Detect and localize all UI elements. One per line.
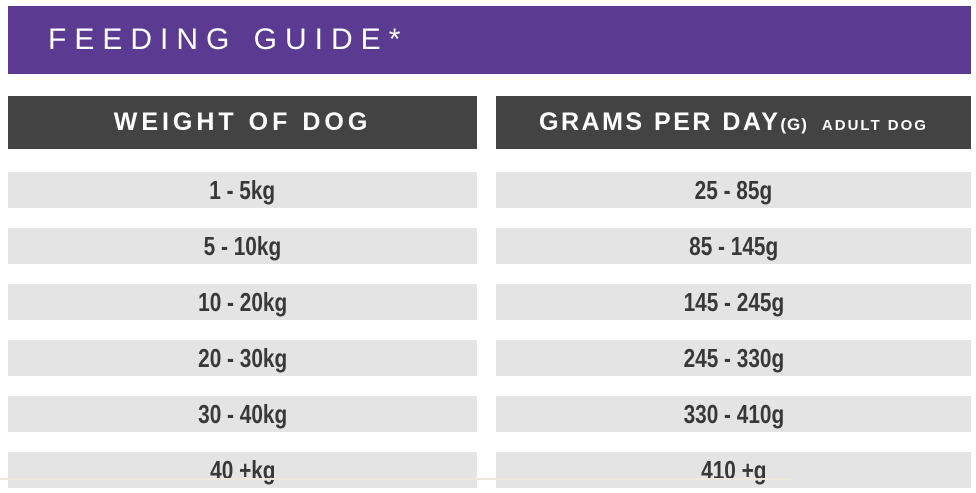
weight-cell: 20 - 30kg: [8, 340, 477, 376]
weight-value: 30 - 40kg: [197, 398, 288, 429]
grams-cell: 145 - 245g: [496, 284, 971, 320]
grams-value: 245 - 330g: [683, 342, 784, 373]
table-header-row: WEIGHT OF DOG GRAMS PER DAY (G) ADULT DO…: [8, 96, 971, 149]
grams-value: 330 - 410g: [683, 398, 784, 429]
weight-cell: 30 - 40kg: [8, 396, 477, 432]
table-row: 20 - 30kg 245 - 330g: [8, 340, 971, 376]
table-row: 1 - 5kg 25 - 85g: [8, 172, 971, 208]
table-row: 5 - 10kg 85 - 145g: [8, 228, 971, 264]
weight-value: 1 - 5kg: [209, 174, 276, 205]
weight-cell: 40 +kg: [8, 452, 477, 488]
grams-cell: 85 - 145g: [496, 228, 971, 264]
column-header-grams-label: GRAMS PER DAY: [539, 108, 781, 136]
table-row: 30 - 40kg 330 - 410g: [8, 396, 971, 432]
grams-cell: 25 - 85g: [496, 172, 971, 208]
grams-value: 85 - 145g: [688, 230, 779, 261]
weight-cell: 5 - 10kg: [8, 228, 477, 264]
table-body: 1 - 5kg 25 - 85g 5 - 10kg 85 - 145g 10 -…: [8, 172, 971, 488]
weight-cell: 1 - 5kg: [8, 172, 477, 208]
column-header-weight: WEIGHT OF DOG: [8, 96, 477, 149]
grams-value: 145 - 245g: [683, 286, 784, 317]
weight-value: 20 - 30kg: [197, 342, 288, 373]
page-edge-line: [0, 478, 792, 480]
grams-value: 410 +g: [700, 454, 767, 485]
weight-cell: 10 - 20kg: [8, 284, 477, 320]
column-header-grams-audience: ADULT DOG: [821, 117, 928, 134]
page-title: FEEDING GUIDE*: [48, 23, 409, 56]
weight-value: 5 - 10kg: [203, 230, 282, 261]
feeding-guide-banner: FEEDING GUIDE*: [8, 6, 971, 74]
grams-cell: 245 - 330g: [496, 340, 971, 376]
grams-value: 25 - 85g: [694, 174, 773, 205]
column-header-grams-unit: (G): [780, 115, 808, 134]
column-header-grams-group: GRAMS PER DAY (G) ADULT DOG: [539, 108, 928, 137]
weight-value: 40 +kg: [209, 454, 276, 485]
weight-value: 10 - 20kg: [197, 286, 288, 317]
table-row: 40 +kg 410 +g: [8, 452, 971, 488]
column-header-weight-label: WEIGHT OF DOG: [113, 108, 372, 136]
grams-cell: 330 - 410g: [496, 396, 971, 432]
column-header-grams: GRAMS PER DAY (G) ADULT DOG: [496, 96, 971, 149]
grams-cell: 410 +g: [496, 452, 971, 488]
table-row: 10 - 20kg 145 - 245g: [8, 284, 971, 320]
